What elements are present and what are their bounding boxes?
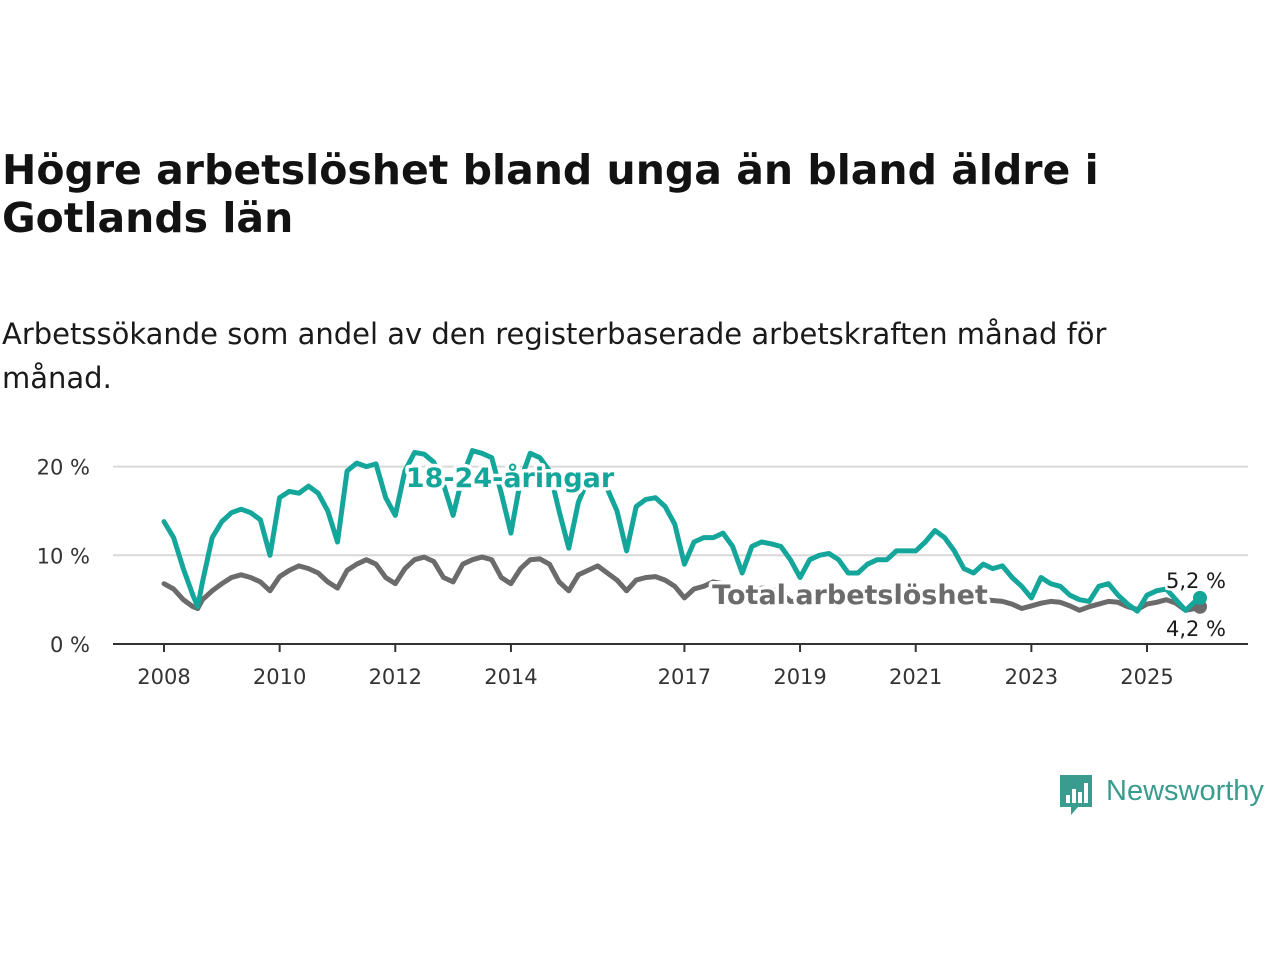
y-tick-label: 10 %: [37, 544, 90, 568]
x-tick-label: 2017: [658, 665, 711, 689]
series-end-point-18-24: [1193, 590, 1208, 605]
x-axis: 2008 2010 2012 2014 2017 2019 2021 2023 2025: [113, 643, 1248, 689]
x-tick-label: 2019: [773, 665, 826, 689]
series-label-18-24: 18-24-åringar: [406, 462, 615, 494]
end-value-18-24: 5,2 %: [1166, 569, 1226, 593]
x-tick-label: 2021: [889, 665, 942, 689]
chart-title: Högre arbetslöshet bland unga än bland ä…: [2, 146, 1099, 242]
x-tick-label: 2008: [137, 665, 190, 689]
newsworthy-logo: Newsworthy: [1058, 773, 1280, 819]
x-tick-label: 2010: [253, 665, 306, 689]
x-tick-label: 2025: [1120, 665, 1173, 689]
x-tick-label: 2023: [1005, 665, 1058, 689]
chart-series: [161, 448, 1208, 614]
series-label-total: Total arbetslöshet: [712, 580, 988, 611]
newsworthy-logo-icon: [1060, 775, 1092, 815]
series-line-18-24: [161, 448, 1203, 614]
y-tick-label: 20 %: [37, 456, 90, 480]
end-value-total: 4,2 %: [1166, 617, 1226, 641]
series-line-total: [161, 554, 1203, 613]
y-tick-label: 0 %: [50, 633, 90, 657]
x-tick-label: 2014: [484, 665, 537, 689]
brand-name: Newsworthy: [1106, 775, 1264, 807]
line-chart: 0 % 10 % 20 % 2008 2010 2012 2014 2017 2019 2021…: [37, 448, 1248, 689]
chart-series-labels: 18-24-åringar Total arbetslöshet 5,2 % 4…: [402, 459, 1228, 644]
chart-subtitle: Arbetssökande som andel av den registerb…: [2, 317, 1107, 395]
y-axis-labels: 0 % 10 % 20 %: [37, 456, 90, 657]
x-tick-label: 2012: [369, 665, 422, 689]
